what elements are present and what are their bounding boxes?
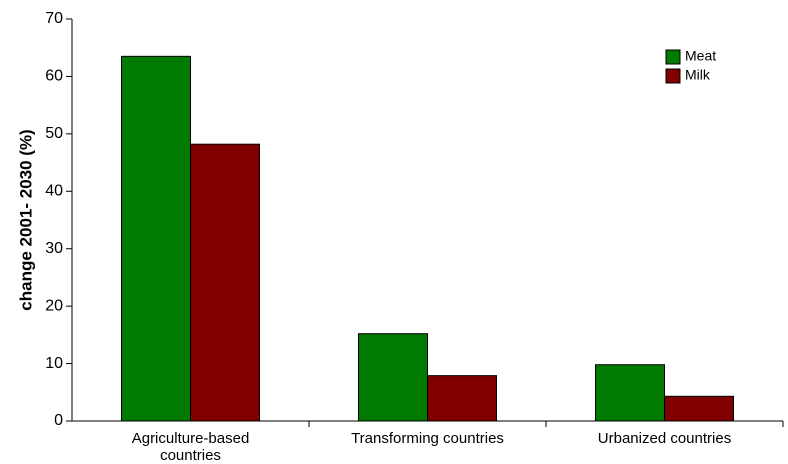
bar-milk-0 <box>190 143 260 422</box>
y-tick-label: 60 <box>45 68 63 85</box>
y-tick-label: 0 <box>54 412 63 429</box>
legend-label-milk: Milk <box>685 67 711 83</box>
y-tick-label: 50 <box>45 125 63 142</box>
legend-swatch-meat <box>665 49 681 65</box>
y-tick-label: 10 <box>45 355 63 372</box>
x-category-label: Urbanized countries <box>598 430 731 447</box>
bar-milk-1 <box>427 375 497 422</box>
y-tick-label: 20 <box>45 297 63 314</box>
y-axis-title: change 2001- 2030 (%) <box>16 129 35 310</box>
bar-milk-2 <box>664 395 734 422</box>
x-axis-ticks <box>308 421 784 427</box>
legend-swatch-milk <box>665 68 681 84</box>
y-axis-title-group: change 2001- 2030 (%) <box>16 129 35 310</box>
y-tick-label: 70 <box>45 10 63 27</box>
y-tick-label: 40 <box>45 183 63 200</box>
x-category-label: countries <box>160 447 221 464</box>
x-category-label: Transforming countries <box>351 430 504 447</box>
bar-meat-2 <box>595 364 665 422</box>
bar-meat-1 <box>358 333 428 422</box>
y-axis-ticks: 0 10 20 30 40 50 60 70 <box>45 10 72 429</box>
legend-label-meat: Meat <box>685 48 716 64</box>
bar-meat-0 <box>121 55 191 422</box>
x-category-label: Agriculture-based <box>132 430 250 447</box>
bars <box>121 55 734 422</box>
legend: Meat Milk <box>665 48 716 84</box>
y-tick-label: 30 <box>45 240 63 257</box>
